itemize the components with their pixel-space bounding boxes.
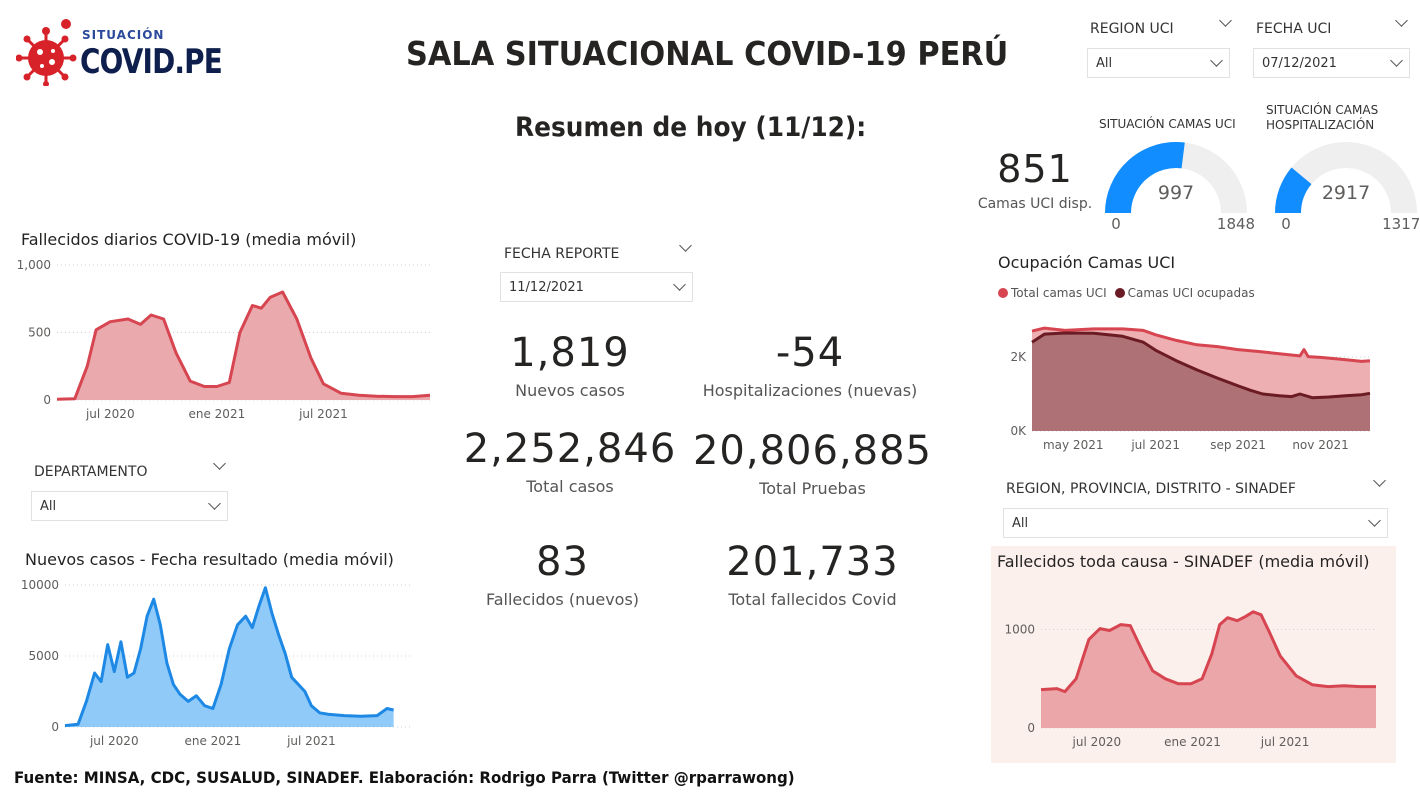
chevron-down-icon [1210,54,1223,67]
y-tick-label: 2K [1010,350,1027,364]
chevron-down-icon[interactable] [1395,14,1408,27]
kpi-total-casos: 2,252,846 Total casos [463,426,677,496]
ocupacion-uci-chart: 0K 2K may 2021 jul 2021 sep 2021 nov 2021 [1010,326,1371,452]
y-tick-label: 0 [43,393,51,407]
chevron-down-icon [673,278,686,291]
series-area-1 [1032,333,1370,431]
x-tick-label: jul 2020 [85,407,135,421]
kpi-total-fallecidos: 201,733 Total fallecidos Covid [726,539,899,609]
x-tick-label: jul 2020 [1072,735,1122,749]
x-tick-label: jul 2020 [89,734,139,748]
logo: SITUACIÓN COVID.PE [16,16,223,86]
kpi-camas-uci-disp: 851 Camas UCI disp. [977,147,1093,212]
gauge-fill [1275,167,1312,214]
gauge-value: 997 [1158,182,1194,204]
fallecidos-chart: 0 500 1,000 jul 2020 ene 2021 jul 2021 [17,258,431,421]
y-tick-label: 0 [51,720,59,734]
nuevos-casos-chart: 0 5000 10000 jul 2020 ene 2021 jul 2021 [21,578,410,748]
sinadef-chart-title: Fallecidos toda causa - SINADEF (media m… [997,552,1370,571]
legend-marker-ocupadas [1114,288,1125,298]
y-tick-label: 0K [1010,424,1027,438]
chevron-down-icon [1390,54,1403,67]
fecha-uci-dropdown[interactable]: 07/12/2021 [1253,48,1410,78]
region-uci-dropdown[interactable]: All [1087,48,1230,78]
kpi-fallecidos-nuevos: 83 Fallecidos (nuevos) [485,539,640,609]
legend-marker-total [998,288,1008,298]
region-uci-label: REGION UCI [1090,14,1232,37]
departamento-dropdown[interactable]: All [31,491,228,521]
ocupacion-uci-legend: Total camas UCI Camas UCI ocupadas [998,286,1255,300]
series-line-0 [56,290,431,401]
legend-total: Total camas UCI [1011,286,1107,300]
y-tick-label: 1,000 [17,258,51,272]
x-tick-label: jul 2021 [286,734,336,748]
y-tick-label: 500 [28,326,51,340]
sinadef-region-dropdown[interactable]: All [1003,508,1388,538]
gauge-uci-title: SITUACIÓN CAMAS UCI [1099,117,1236,131]
ocupacion-uci-chart-title: Ocupación Camas UCI [998,253,1176,272]
series-line-0 [1031,326,1371,363]
x-tick-label: sep 2021 [1210,438,1266,452]
fallecidos-chart-title: Fallecidos diarios COVID-19 (media móvil… [21,230,357,249]
series-area-0 [1041,611,1376,728]
x-tick-label: nov 2021 [1292,438,1348,452]
logo-main-text: COVID.PE [80,42,223,82]
gauge-min: 0 [1281,215,1291,233]
sinadef-chart: 0 1000 jul 2020 ene 2021 jul 2021 [1004,610,1376,749]
page-subtitle: Resumen de hoy (11/12): [515,112,867,143]
chevron-down-icon[interactable] [679,239,692,252]
gauge-hosp-title: SITUACIÓN CAMAS HOSPITALIZACIÓN [1266,103,1379,132]
fecha-reporte-dropdown[interactable]: 11/12/2021 [500,272,693,302]
gauge-hosp: 2917 0 13170 [1275,142,1420,233]
y-tick-label: 1000 [1004,623,1035,637]
y-tick-label: 0 [1027,721,1035,735]
x-tick-label: jul 2021 [1260,735,1310,749]
departamento-label: DEPARTAMENTO [34,457,226,480]
chevron-down-icon[interactable] [1219,14,1232,27]
series-area-0 [57,292,430,400]
gauge-uci: 997 0 1848 [1105,142,1255,233]
x-tick-label: ene 2021 [184,734,241,748]
y-tick-label: 10000 [21,578,59,592]
gauge-value: 2917 [1322,182,1370,204]
gauge-max: 13170 [1382,215,1420,233]
chevron-down-icon [208,497,221,510]
logo-top-text: SITUACIÓN [82,28,165,42]
page-title: SALA SITUACIONAL COVID-19 PERÚ [406,34,1009,73]
fecha-reporte-label: FECHA REPORTE [504,239,692,262]
kpi-nuevos-casos: 1,819 Nuevos casos [510,330,630,400]
gauge-fill [1105,142,1185,214]
kpi-total-pruebas: 20,806,885 Total Pruebas [692,428,933,498]
chevron-down-icon[interactable] [1373,474,1386,487]
chevron-down-icon [1368,514,1381,527]
series-line-0 [1040,610,1376,694]
gauge-max: 1848 [1217,215,1255,233]
x-tick-label: jul 2021 [1130,438,1180,452]
kpi-hospitalizaciones: -54 Hospitalizaciones (nuevas) [702,330,918,400]
chevron-down-icon[interactable] [213,457,226,470]
x-tick-label: may 2021 [1043,438,1104,452]
series-line-1 [1031,331,1371,400]
y-tick-label: 5000 [28,649,59,663]
x-tick-label: ene 2021 [1164,735,1221,749]
footer-source: Fuente: MINSA, CDC, SUSALUD, SINADEF. El… [14,768,795,787]
x-tick-label: ene 2021 [188,407,245,421]
fecha-uci-label: FECHA UCI [1256,14,1408,37]
series-area-0 [65,587,394,727]
legend-ocupadas: Camas UCI ocupadas [1127,286,1255,300]
x-tick-label: jul 2021 [298,407,348,421]
sinadef-region-label: REGION, PROVINCIA, DISTRITO - SINADEF [1006,474,1386,497]
nuevos-casos-chart-title: Nuevos casos - Fecha resultado (media mó… [25,550,394,569]
virus-icon [16,19,77,86]
gauge-min: 0 [1111,215,1121,233]
series-line-0 [64,586,394,728]
